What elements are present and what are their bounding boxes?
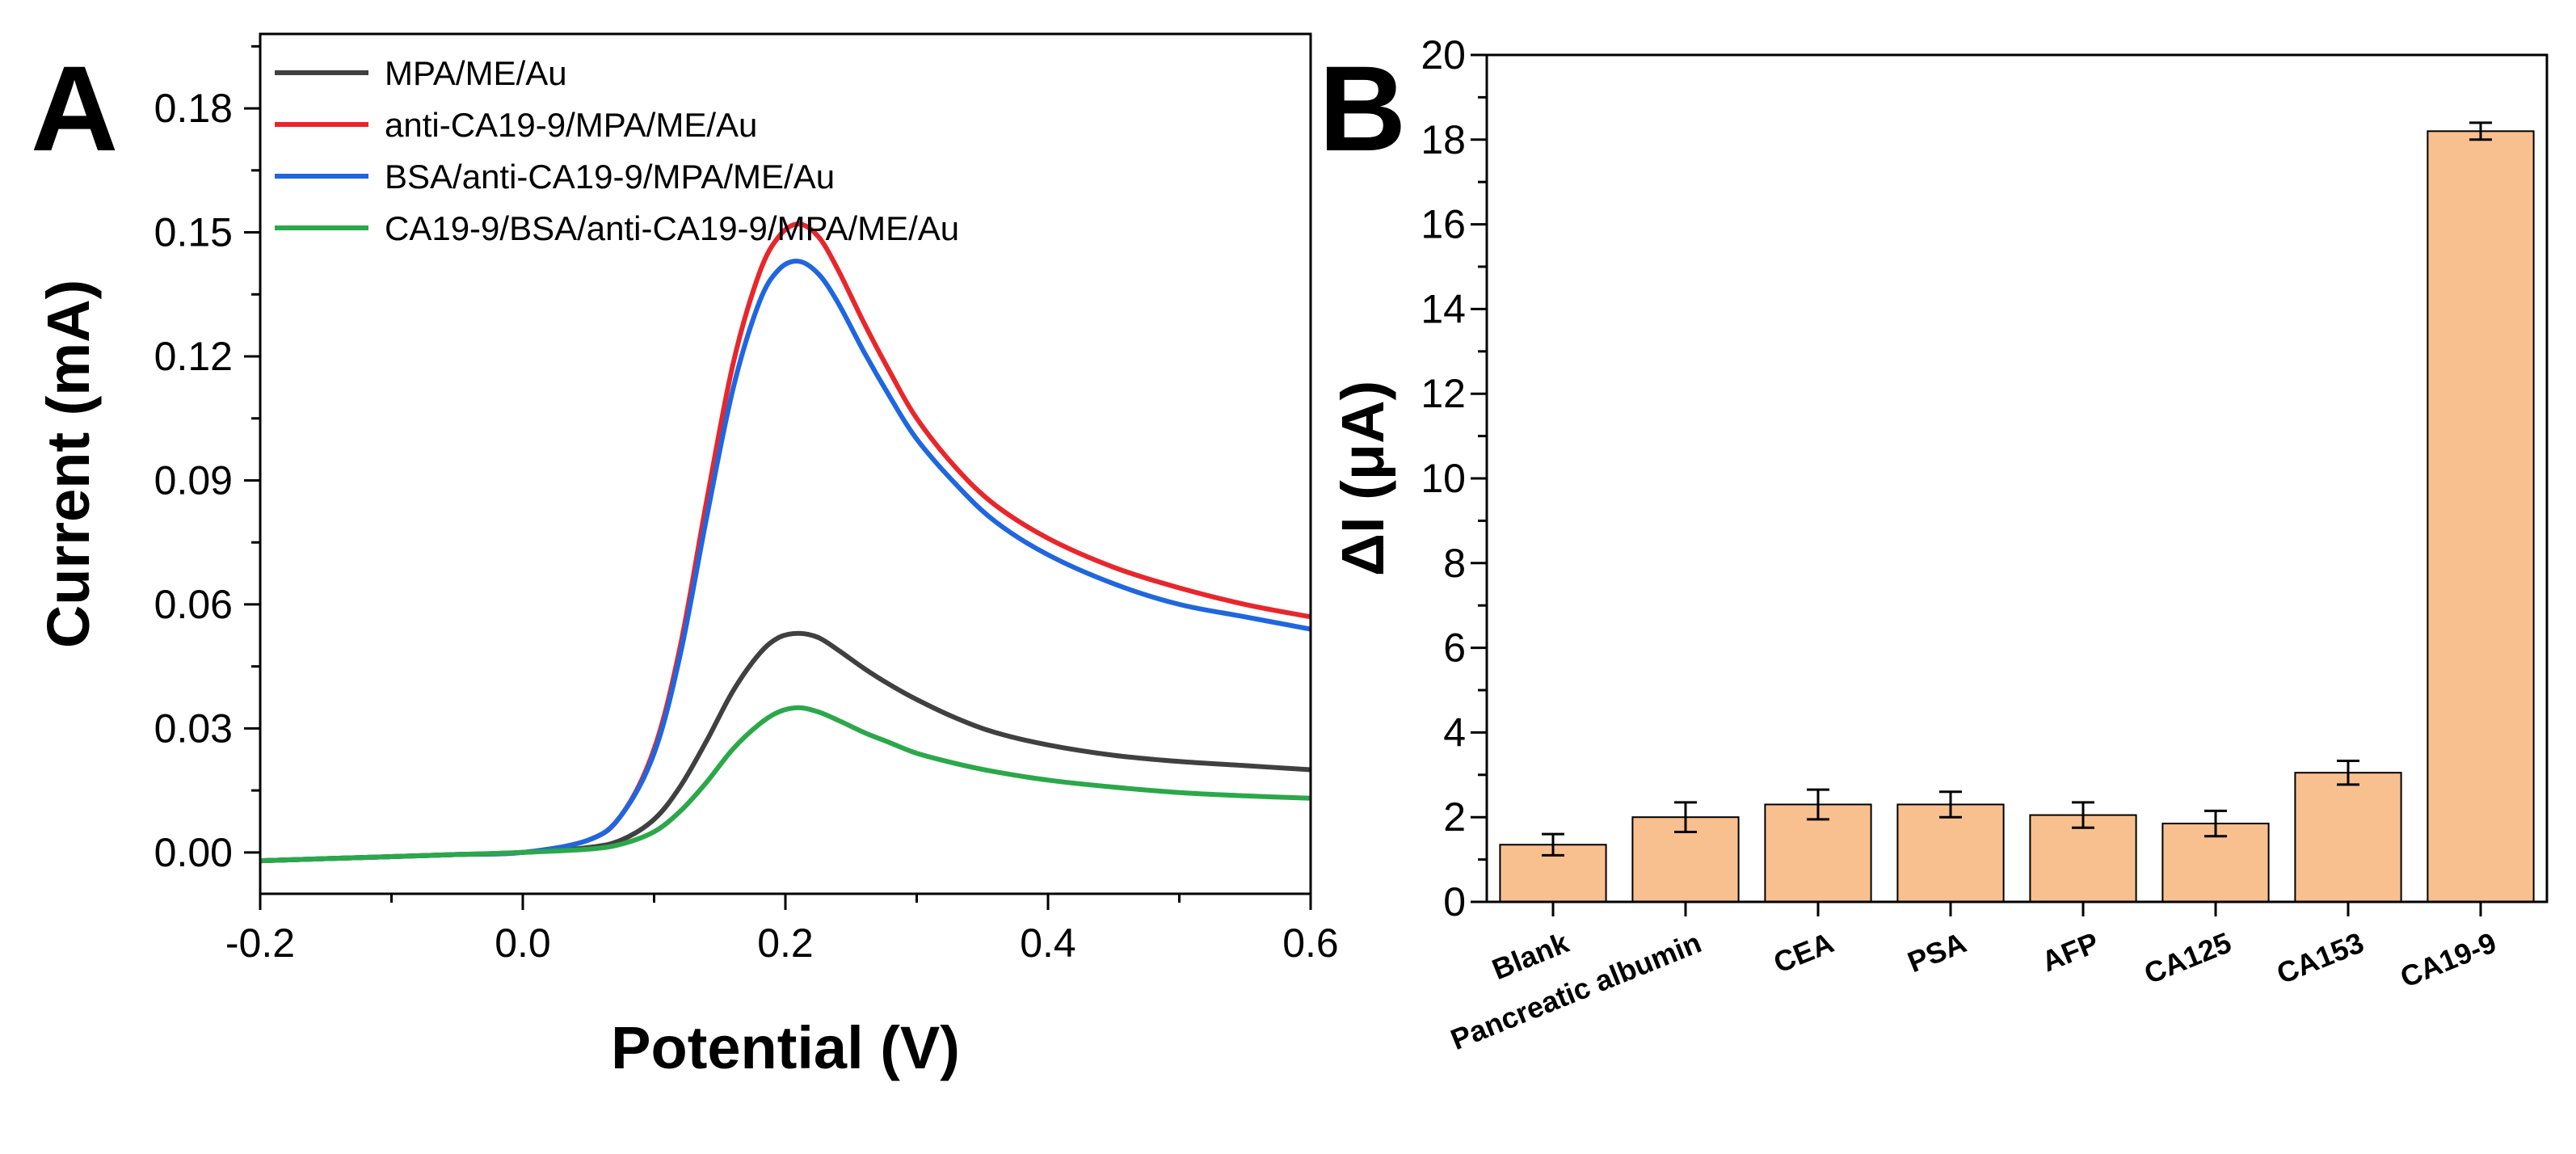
legend-label-1: MPA/ME/Au (385, 54, 567, 92)
x-tick-label: 0.4 (1020, 920, 1076, 966)
panel-b-y-axis-title: ΔI (μA) (1329, 381, 1396, 576)
series-line-4 (259, 705, 1311, 864)
panel-b-letter: B (1319, 40, 1406, 176)
y-tick-label: 4 (1443, 710, 1466, 755)
x-tick-label: 0.0 (495, 920, 551, 966)
y-tick-label: 0.09 (154, 457, 233, 503)
legend-label-4: CA19-9/BSA/anti-CA19-9/MPA/ME/Au (385, 209, 959, 247)
bar-8 (2427, 130, 2535, 903)
legend-label-3: BSA/anti-CA19-9/MPA/ME/Au (385, 158, 835, 196)
y-tick-label: 10 (1421, 456, 1466, 501)
panel-a-axis-ticks: -0.2 0.0 0.2 0.4 0.6 0.00 0.03 0.06 0.09 0.12 0.15… (154, 44, 1339, 966)
bar-5 (2029, 814, 2137, 903)
y-tick-label: 0 (1443, 879, 1466, 924)
x-tick-label: -0.2 (225, 920, 295, 966)
y-tick-label: 0.12 (154, 334, 233, 379)
y-tick-label: 18 (1421, 117, 1466, 162)
panel-a: A -0.2 0.0 0.2 0.4 0.6 0.00 0.03 0.06 0.09 0.12 0.… (31, 32, 1339, 1081)
panel-b-bars (1499, 121, 2535, 903)
bar-4 (1896, 803, 2005, 903)
y-tick-label: 14 (1421, 286, 1466, 331)
y-tick-label: 6 (1443, 625, 1466, 671)
y-tick-label: 12 (1421, 371, 1466, 416)
bar-7 (2294, 772, 2402, 903)
panel-a-letter: A (31, 40, 118, 176)
panel-a-legend: MPA/ME/Au anti-CA19-9/MPA/ME/Au BSA/anti-C… (275, 54, 959, 247)
panel-a-x-axis-title: Potential (V) (611, 1014, 960, 1081)
x-tick-label: 0.2 (757, 920, 814, 966)
bar-3 (1764, 803, 1872, 903)
y-tick-label: 20 (1421, 32, 1466, 78)
panel-a-series-lines (259, 221, 1311, 864)
y-tick-label: 0.00 (154, 830, 233, 875)
y-tick-label: 0.06 (154, 582, 233, 627)
panel-a-y-axis-title: Current (mA) (35, 280, 102, 648)
y-tick-label: 0.03 (154, 705, 233, 751)
y-tick-label: 8 (1443, 541, 1466, 586)
y-tick-label: 0.18 (154, 86, 233, 131)
y-tick-label: 16 (1421, 202, 1466, 247)
x-tick-label: 0.6 (1282, 920, 1339, 966)
y-tick-label: 2 (1443, 794, 1466, 840)
legend-label-2: anti-CA19-9/MPA/ME/Au (385, 106, 757, 144)
y-tick-label: 0.15 (154, 210, 233, 255)
